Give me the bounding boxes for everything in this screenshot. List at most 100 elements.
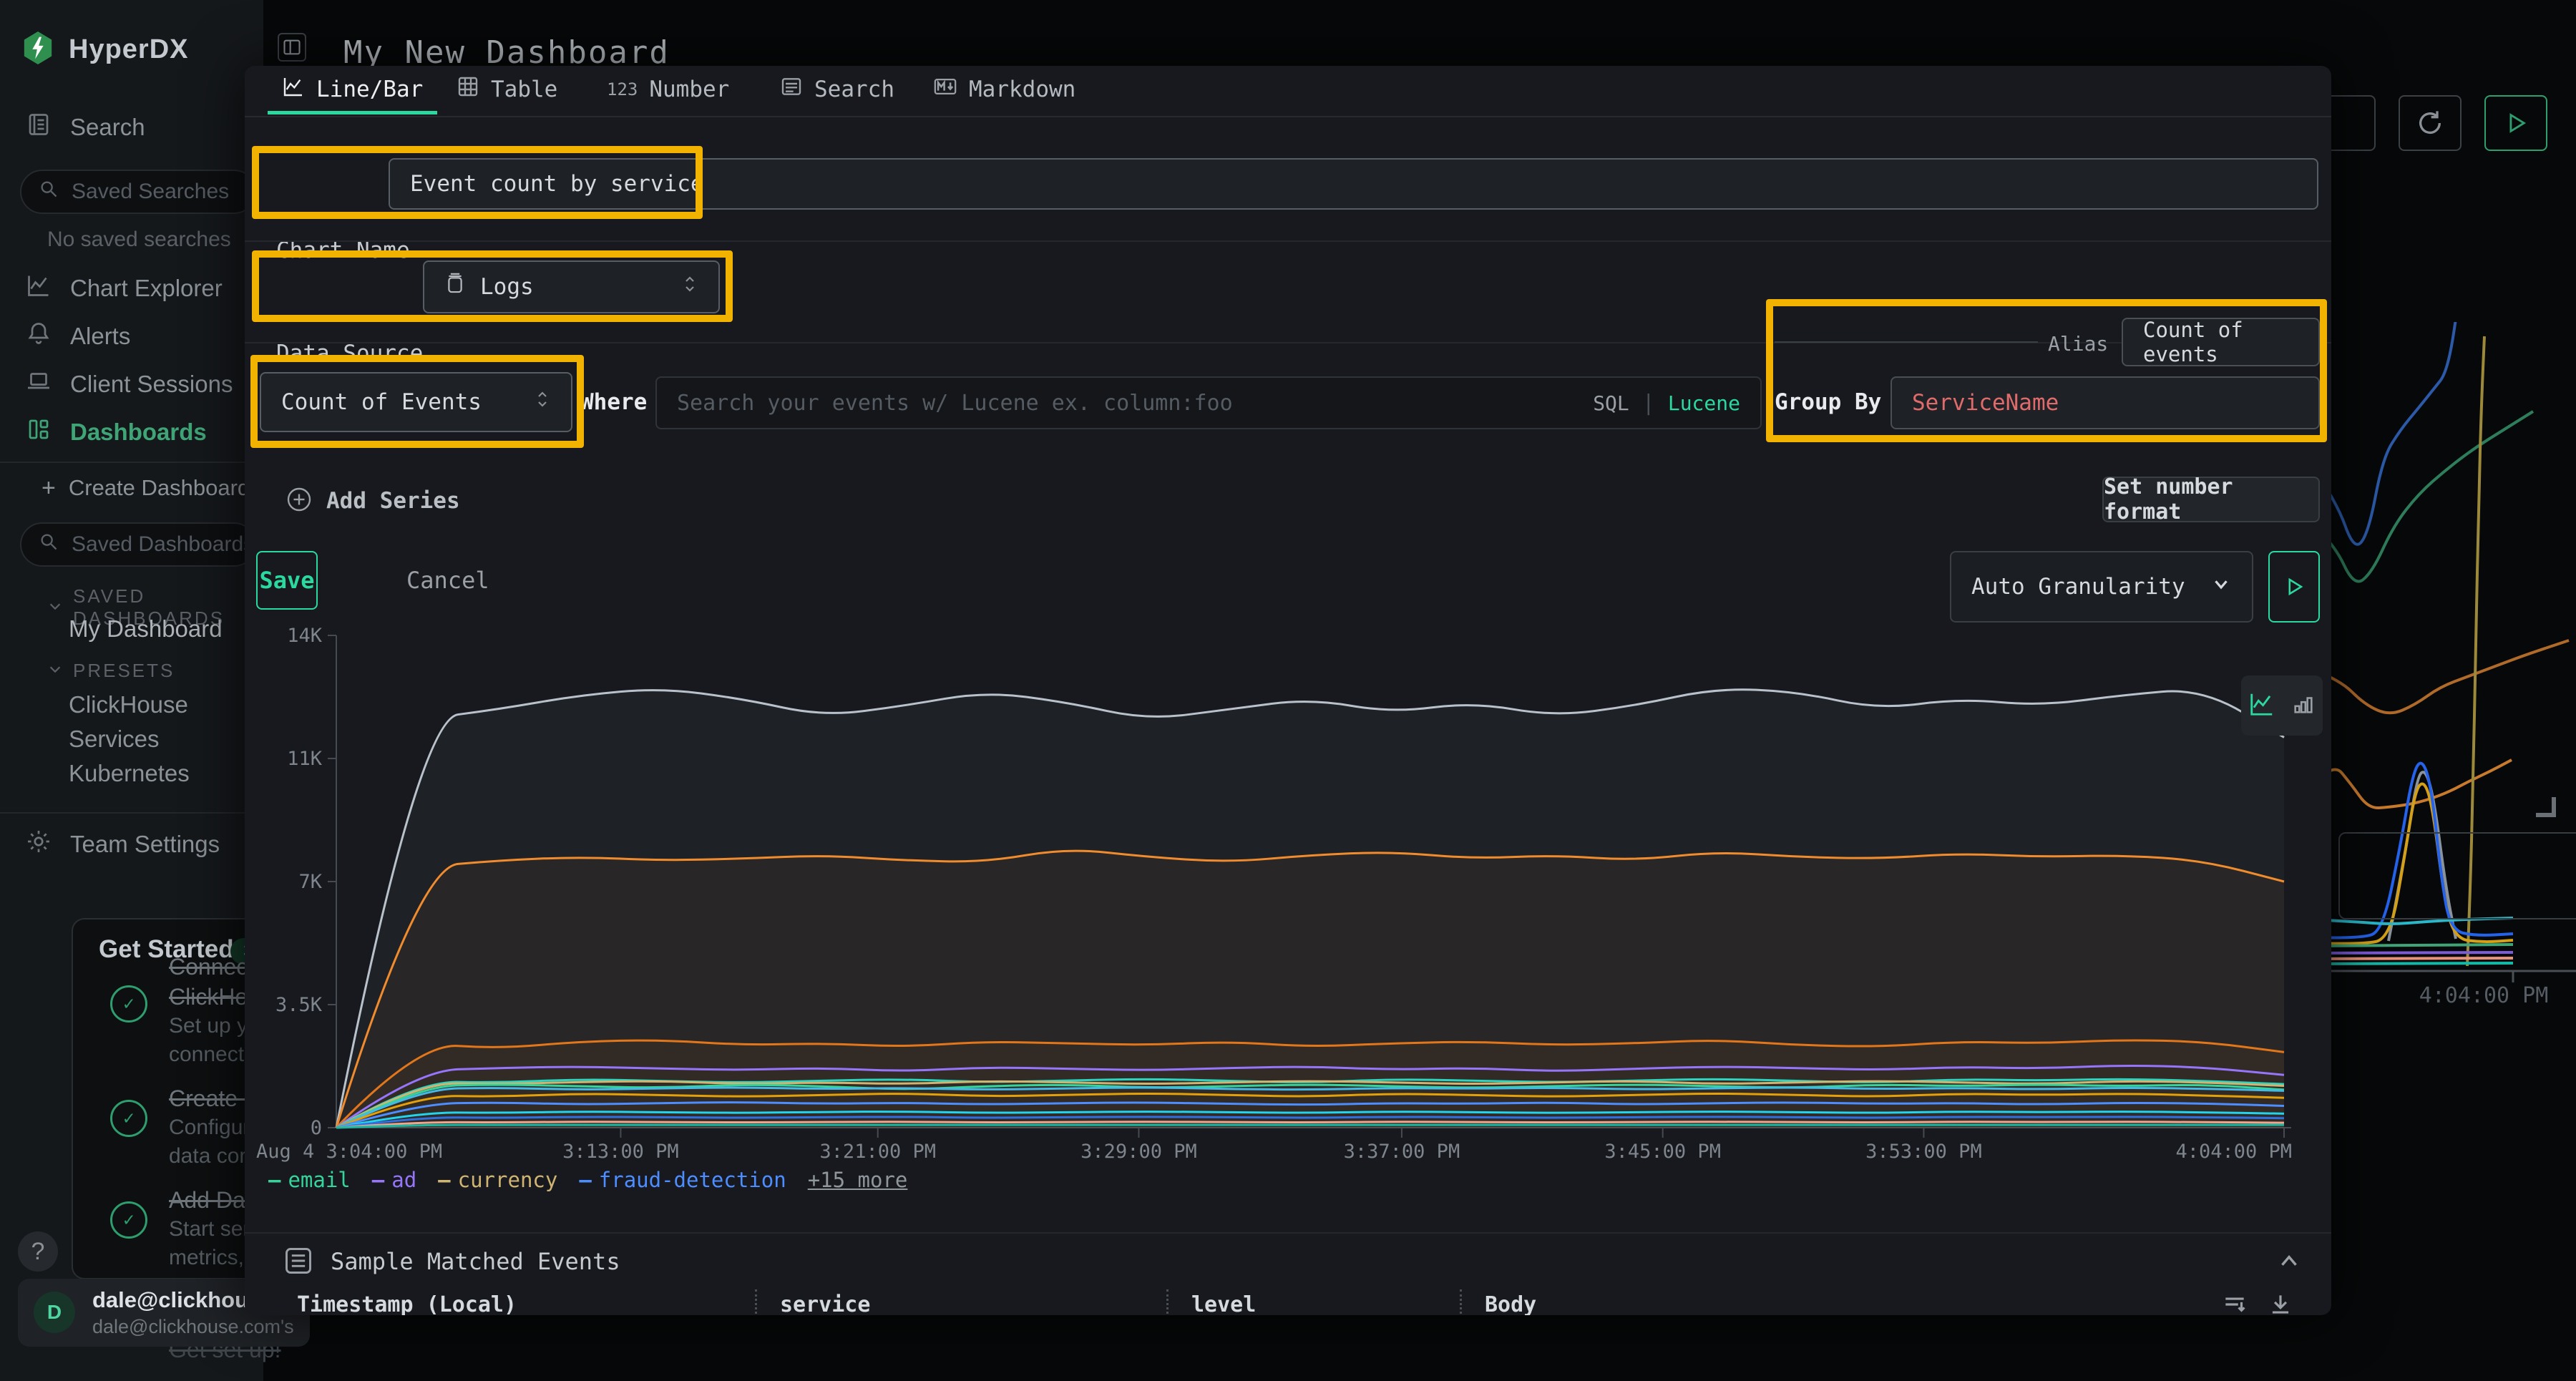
divider (245, 240, 2331, 242)
laptop-icon (26, 369, 52, 400)
sidebar-item-client-sessions[interactable]: Client Sessions (0, 363, 263, 406)
chart-display-toggle[interactable] (2241, 675, 2323, 736)
sidebar-item-my-dashboard[interactable]: My Dashboard (69, 615, 223, 642)
tab-search[interactable]: Search (780, 66, 894, 113)
saved-searches-input[interactable]: Saved Searches (20, 170, 256, 214)
filter-icon[interactable] (2221, 1291, 2248, 1315)
help-button[interactable]: ? (18, 1231, 58, 1272)
sidebar-item-alerts[interactable]: Alerts (0, 315, 263, 358)
active-tab-underline (268, 111, 438, 114)
svg-text:3:21:00 PM: 3:21:00 PM (819, 1141, 936, 1163)
resize-handle-icon[interactable] (2536, 797, 2556, 817)
chevron-down-icon (47, 660, 63, 682)
section-presets[interactable]: PRESETS (47, 660, 175, 682)
alias-value: Count of events (2143, 318, 2243, 366)
plus-circle-icon (286, 487, 312, 515)
list-icon (780, 75, 803, 104)
data-source-select[interactable]: Logs (423, 260, 720, 313)
cancel-button[interactable]: Cancel (406, 567, 489, 594)
tab-number[interactable]: 123 Number (607, 66, 729, 113)
sidebar-item-label: Team Settings (70, 831, 220, 857)
database-icon (444, 273, 466, 301)
search-doc-icon (26, 112, 52, 143)
lucene-mode-toggle[interactable]: Lucene (1667, 391, 1740, 415)
set-number-format-label: Set number format (2104, 474, 2233, 524)
save-button[interactable]: Save (256, 551, 318, 610)
saved-dashboards-input[interactable]: Saved Dashboards (20, 522, 256, 567)
sql-mode-toggle[interactable]: SQL (1593, 391, 1629, 415)
panel-toggle-icon[interactable] (278, 33, 306, 62)
column-separator (1460, 1289, 1462, 1315)
sidebar-item-preset-services[interactable]: Services (69, 726, 160, 752)
where-placeholder: Search your events w/ Lucene ex. column:… (677, 390, 1233, 416)
save-label: Save (259, 567, 315, 594)
group-by-label: Group By (1775, 389, 1882, 415)
sidebar-item-team-settings[interactable]: Team Settings (0, 823, 263, 866)
legend-item[interactable]: — ad (371, 1168, 417, 1192)
granularity-select[interactable]: Auto Granularity (1950, 551, 2253, 623)
create-dashboard-label: Create Dashboard (68, 475, 250, 500)
column-header-service[interactable]: service (780, 1292, 871, 1315)
chart-name-input[interactable]: Event count by service (389, 158, 2318, 210)
collapse-chevron-icon[interactable] (2275, 1248, 2303, 1278)
aggregation-select[interactable]: Count of Events (260, 372, 572, 432)
divider (245, 342, 2331, 343)
select-chevrons-icon (681, 272, 698, 302)
tab-markdown[interactable]: Markdown (933, 66, 1075, 113)
column-header-level[interactable]: level (1191, 1292, 1257, 1315)
sidebar-item-preset-kubernetes[interactable]: Kubernetes (69, 760, 190, 786)
user-sub-text: dale@clickhouse.com's (92, 1316, 294, 1337)
legend-more-link[interactable]: +15 more (807, 1168, 908, 1192)
sample-events-title: Sample Matched Events (331, 1248, 620, 1275)
alias-input[interactable]: Count of events (2122, 318, 2320, 366)
where-input[interactable]: Search your events w/ Lucene ex. column:… (655, 376, 1762, 429)
create-dashboard-button[interactable]: + Create Dashboard (0, 467, 263, 509)
column-header-timestamp[interactable]: Timestamp (Local) (297, 1292, 517, 1315)
svg-text:11K: 11K (287, 748, 323, 770)
alias-label: Alias (2048, 332, 2109, 356)
run-query-button[interactable] (2484, 95, 2547, 151)
line-chart-icon (282, 75, 305, 104)
sidebar-item-search[interactable]: Search (0, 106, 263, 149)
section-saved-dashboards[interactable]: SAVED DASHBOARDS (47, 585, 263, 630)
refresh-button[interactable] (2399, 95, 2462, 151)
add-series-button[interactable]: Add Series (286, 487, 460, 515)
sidebar-divider (0, 462, 263, 463)
legend-item[interactable]: — currency (438, 1168, 558, 1192)
run-chart-button[interactable] (2268, 551, 2320, 623)
svg-text:3:13:00 PM: 3:13:00 PM (562, 1141, 679, 1163)
sidebar-item-preset-clickhouse[interactable]: ClickHouse (69, 691, 188, 718)
sidebar-item-label: Search (70, 114, 145, 140)
tab-line-bar[interactable]: Line/Bar (268, 66, 438, 114)
granularity-value: Auto Granularity (1971, 574, 2185, 600)
sidebar-item-chart-explorer[interactable]: Chart Explorer (0, 267, 263, 310)
download-icon[interactable] (2267, 1291, 2294, 1315)
aggregation-value: Count of Events (281, 389, 482, 415)
set-number-format-button[interactable]: Set number format (2102, 474, 2320, 524)
legend-item[interactable]: — fraud-detection (579, 1168, 786, 1192)
sidebar-divider (0, 812, 263, 814)
sidebar-item-dashboards[interactable]: Dashboards (0, 411, 263, 454)
tab-label: Number (649, 77, 730, 102)
legend-item[interactable]: — email (268, 1168, 351, 1192)
main-chart[interactable]: 0 3.5K 7K 11K 14K Aug 4 3:04:00 PM 3:13:00 PM 3… (245, 624, 2331, 1168)
no-saved-searches-text: No saved searches (47, 228, 231, 251)
section-label: PRESETS (73, 660, 175, 681)
logo[interactable]: HyperDX (21, 30, 189, 69)
tab-table[interactable]: Table (457, 66, 557, 113)
123-icon: 123 (607, 79, 638, 99)
group-by-input[interactable]: ServiceName (1890, 376, 2320, 429)
column-header-body[interactable]: Body (1485, 1292, 1537, 1315)
chart-type-tabs: Line/Bar Table 123 Number Search Markdow… (245, 66, 2331, 117)
markdown-icon (933, 74, 957, 104)
table-grid-icon (457, 75, 479, 104)
svg-text:4:04:00 PM: 4:04:00 PM (2175, 1141, 2292, 1163)
column-separator (1166, 1289, 1169, 1315)
svg-text:Aug 4 3:04:00 PM: Aug 4 3:04:00 PM (256, 1141, 442, 1163)
tab-label: Table (491, 77, 558, 102)
svg-text:3:37:00 PM: 3:37:00 PM (1344, 1141, 1460, 1163)
bar-view-icon[interactable] (2291, 692, 2316, 719)
avatar: D (34, 1292, 75, 1333)
line-view-icon[interactable] (2248, 690, 2275, 721)
chart-name-value: Event count by service (410, 171, 704, 197)
